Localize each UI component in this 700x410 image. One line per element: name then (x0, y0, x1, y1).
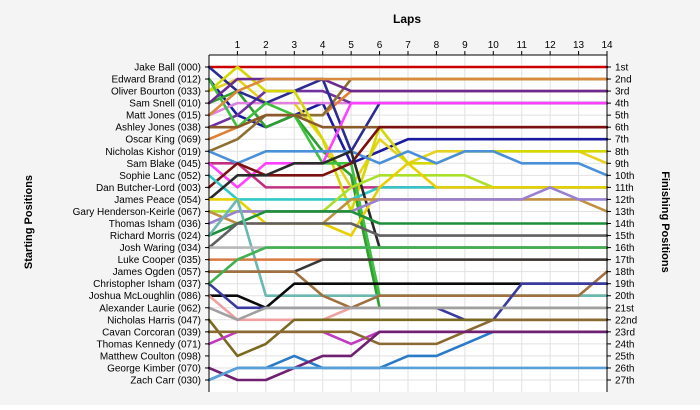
starting-position-label: Richard Morris (024) (110, 231, 201, 242)
series-line (207, 101, 609, 189)
finishing-position-label: 26th (615, 363, 634, 374)
finishing-position-label: 16th (615, 243, 634, 254)
starting-position-label: Matt Jones (015) (126, 111, 201, 122)
finishing-position-label: 23rd (615, 327, 635, 338)
starting-position-label: Jake Ball (000) (134, 63, 201, 74)
finishing-position-label: 22nd (615, 315, 637, 326)
starting-position-label: Dan Butcher-Lord (003) (96, 183, 201, 194)
starting-position-label: Oliver Bourton (033) (111, 87, 201, 98)
series-line (207, 77, 609, 117)
x-tick-label: 8 (434, 40, 440, 51)
finishing-position-label: 13th (615, 207, 634, 218)
x-tick-label: 11 (517, 40, 528, 51)
finishing-position-label: 7th (615, 135, 629, 146)
finishing-position-label: 14th (615, 219, 634, 230)
finishing-position-label: 20th (615, 291, 634, 302)
starting-position-label: Sam Snell (010) (129, 99, 201, 110)
finishing-position-label: 9th (615, 159, 629, 170)
x-tick-label: 13 (573, 40, 585, 51)
series-line (207, 306, 609, 322)
finishing-position-label: 5th (615, 111, 629, 122)
series-line (207, 149, 609, 177)
x-tick-label: 4 (320, 40, 326, 51)
finishing-position-label: 18th (615, 267, 634, 278)
x-tick-label: 14 (601, 40, 613, 51)
series-line (207, 366, 609, 382)
finishing-position-label: 8th (615, 147, 629, 158)
finishing-position-label: 25th (615, 351, 634, 362)
x-tick-label: 2 (263, 40, 269, 51)
starting-position-label: Joshua McLoughlin (086) (89, 291, 201, 302)
finishing-position-label: 1st (615, 63, 629, 74)
starting-position-label: Luke Cooper (035) (118, 255, 201, 266)
series-line (207, 125, 609, 189)
finishing-position-label: 3rd (615, 87, 629, 98)
finishing-position-label: 10th (615, 171, 634, 182)
series-line (207, 246, 609, 285)
finishing-position-label: 12th (615, 195, 634, 206)
finishing-position-label: 17th (615, 255, 634, 266)
starting-position-label: James Ogden (057) (113, 267, 201, 278)
series-line (207, 222, 609, 249)
starting-position-label: Nicholas Kishor (019) (105, 147, 201, 158)
series-lines (207, 65, 609, 382)
finishing-position-label: 6th (615, 123, 629, 134)
starting-position-label: Sam Blake (045) (127, 159, 201, 170)
series-line (207, 270, 609, 310)
starting-position-label: Cavan Corcoran (039) (102, 327, 201, 338)
starting-position-label: Thomas Isham (036) (109, 219, 201, 230)
starting-position-label: George Kimber (070) (107, 363, 201, 374)
finishing-position-label: 4th (615, 99, 629, 110)
starting-position-label: Nicholas Harris (047) (107, 315, 201, 326)
starting-position-label: Christopher Isham (037) (93, 279, 201, 290)
starting-position-label: Edward Brand (012) (112, 75, 202, 86)
finishing-position-label: 15th (615, 231, 634, 242)
finishing-position-label: 2nd (615, 75, 632, 86)
x-tick-label: 10 (488, 40, 500, 51)
starting-position-label: Oscar King (069) (125, 135, 201, 146)
finishing-position-label: 24th (615, 339, 634, 350)
x-tick-label: 5 (348, 40, 354, 51)
starting-position-label: Ashley Jones (038) (115, 123, 201, 134)
starting-position-label: Sophie Lanc (052) (119, 171, 201, 182)
chart-title: Laps (393, 12, 421, 26)
finishing-position-label: 27th (615, 376, 634, 387)
x-tick-label: 6 (377, 40, 383, 51)
starting-position-label: Zach Carr (030) (130, 376, 201, 387)
finishing-position-label: 21st (615, 303, 634, 314)
finishing-position-label: 19th (615, 279, 634, 290)
y-axis-label-left: Starting Positions (23, 175, 35, 269)
starting-position-label: Josh Waring (034) (120, 243, 201, 254)
starting-position-label: Thomas Kennedy (071) (96, 339, 201, 350)
x-tick-label: 1 (235, 40, 241, 51)
y-axis-label-right: Finishing Positions (659, 171, 671, 272)
series-line (207, 330, 609, 382)
starting-position-label: Alexander Laurie (062) (99, 303, 201, 314)
finishing-position-label: 11th (615, 183, 634, 194)
x-tick-label: 7 (405, 40, 411, 51)
axes (205, 51, 611, 392)
starting-position-label: Matthew Coulton (098) (100, 351, 201, 362)
starting-position-label: James Peace (054) (114, 195, 201, 206)
x-tick-label: 3 (292, 40, 298, 51)
starting-position-label: Gary Henderson-Keirle (067) (73, 207, 201, 218)
x-tick-label: 9 (462, 40, 468, 51)
series-line (207, 210, 609, 237)
x-tick-label: 12 (545, 40, 557, 51)
series-line (207, 318, 609, 346)
